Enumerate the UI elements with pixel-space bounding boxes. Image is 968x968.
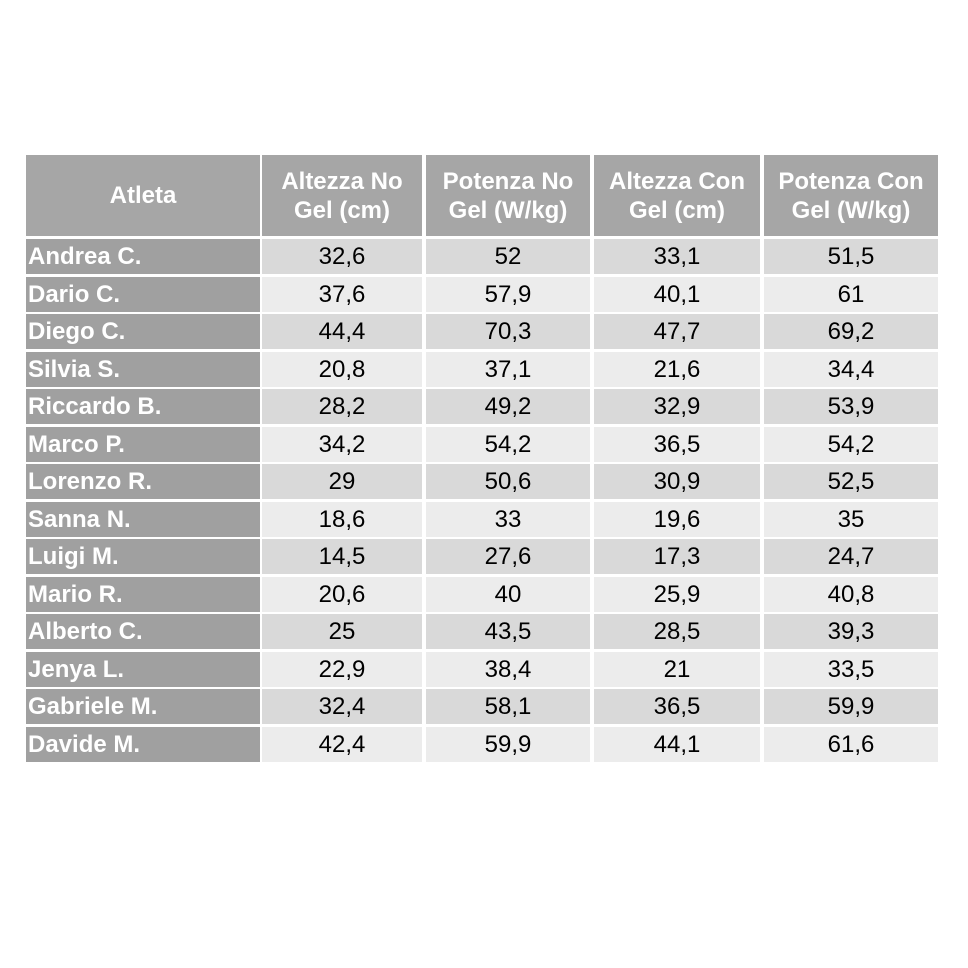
value-cell: 52,5 <box>764 464 938 499</box>
value-cell: 22,9 <box>262 651 422 687</box>
value-cell: 54,2 <box>426 426 590 462</box>
value-cell: 18,6 <box>262 501 422 537</box>
value-cell: 59,9 <box>426 726 590 762</box>
athlete-name: Sanna N. <box>26 501 260 537</box>
value-cell: 21,6 <box>594 351 760 387</box>
value-cell: 35 <box>764 501 938 537</box>
athlete-name: Luigi M. <box>26 539 260 574</box>
value-cell: 32,4 <box>262 689 422 724</box>
value-cell: 33 <box>426 501 590 537</box>
athlete-name: Marco P. <box>26 426 260 462</box>
value-cell: 59,9 <box>764 689 938 724</box>
athlete-name: Diego C. <box>26 314 260 349</box>
value-cell: 44,1 <box>594 726 760 762</box>
athlete-name: Alberto C. <box>26 614 260 649</box>
value-cell: 54,2 <box>764 426 938 462</box>
athlete-name: Riccardo B. <box>26 389 260 424</box>
header-cell: Potenza No Gel (W/kg) <box>426 155 590 236</box>
value-cell: 17,3 <box>594 539 760 574</box>
value-cell: 32,6 <box>262 239 422 274</box>
value-cell: 33,1 <box>594 239 760 274</box>
header-cell: Altezza No Gel (cm) <box>262 155 422 236</box>
athlete-name: Lorenzo R. <box>26 464 260 499</box>
value-cell: 28,5 <box>594 614 760 649</box>
value-cell: 38,4 <box>426 651 590 687</box>
value-cell: 58,1 <box>426 689 590 724</box>
value-cell: 40,1 <box>594 276 760 312</box>
value-cell: 25,9 <box>594 576 760 612</box>
athlete-name: Jenya L. <box>26 651 260 687</box>
value-cell: 24,7 <box>764 539 938 574</box>
value-cell: 19,6 <box>594 501 760 537</box>
value-cell: 39,3 <box>764 614 938 649</box>
value-cell: 28,2 <box>262 389 422 424</box>
value-cell: 51,5 <box>764 239 938 274</box>
value-cell: 34,2 <box>262 426 422 462</box>
value-cell: 52 <box>426 239 590 274</box>
value-cell: 43,5 <box>426 614 590 649</box>
header-cell: Atleta <box>26 155 260 236</box>
value-cell: 20,6 <box>262 576 422 612</box>
value-cell: 36,5 <box>594 689 760 724</box>
value-cell: 61,6 <box>764 726 938 762</box>
value-cell: 37,6 <box>262 276 422 312</box>
value-cell: 14,5 <box>262 539 422 574</box>
header-cell: Altezza Con Gel (cm) <box>594 155 760 236</box>
header-cell: Potenza Con Gel (W/kg) <box>764 155 938 236</box>
value-cell: 27,6 <box>426 539 590 574</box>
value-cell: 40,8 <box>764 576 938 612</box>
athlete-name: Silvia S. <box>26 351 260 387</box>
value-cell: 25 <box>262 614 422 649</box>
value-cell: 36,5 <box>594 426 760 462</box>
athlete-name: Mario R. <box>26 576 260 612</box>
value-cell: 50,6 <box>426 464 590 499</box>
value-cell: 30,9 <box>594 464 760 499</box>
value-cell: 57,9 <box>426 276 590 312</box>
value-cell: 42,4 <box>262 726 422 762</box>
value-cell: 47,7 <box>594 314 760 349</box>
value-cell: 69,2 <box>764 314 938 349</box>
athlete-name: Gabriele M. <box>26 689 260 724</box>
value-cell: 61 <box>764 276 938 312</box>
value-cell: 53,9 <box>764 389 938 424</box>
athlete-name: Dario C. <box>26 276 260 312</box>
value-cell: 70,3 <box>426 314 590 349</box>
athlete-name: Davide M. <box>26 726 260 762</box>
value-cell: 21 <box>594 651 760 687</box>
value-cell: 29 <box>262 464 422 499</box>
value-cell: 40 <box>426 576 590 612</box>
value-cell: 37,1 <box>426 351 590 387</box>
value-cell: 34,4 <box>764 351 938 387</box>
value-cell: 32,9 <box>594 389 760 424</box>
value-cell: 33,5 <box>764 651 938 687</box>
value-cell: 44,4 <box>262 314 422 349</box>
value-cell: 20,8 <box>262 351 422 387</box>
value-cell: 49,2 <box>426 389 590 424</box>
athlete-name: Andrea C. <box>26 239 260 274</box>
